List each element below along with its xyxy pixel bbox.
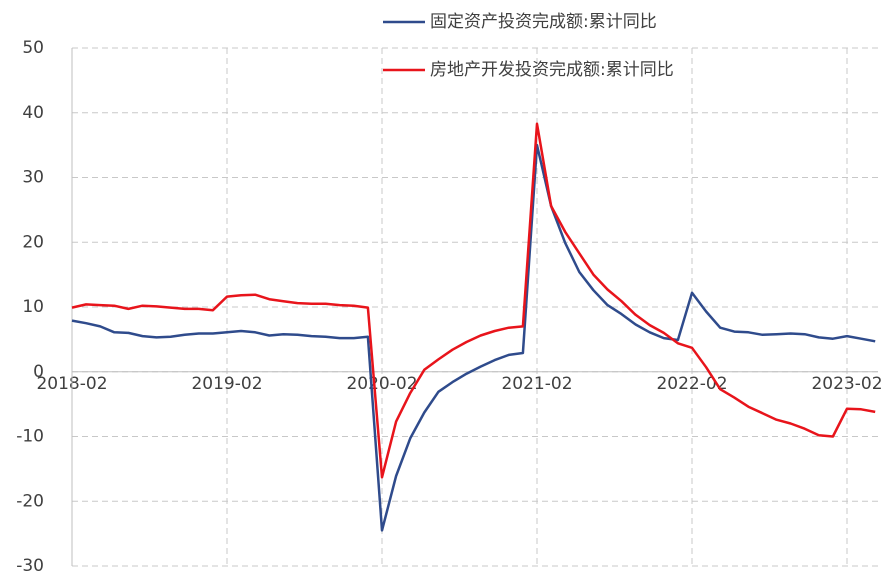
x-tick-label: 2022-02 — [656, 374, 727, 394]
y-tick-label: 0 — [33, 362, 44, 382]
series-line — [71, 122, 876, 479]
y-tick-label: 10 — [22, 297, 44, 317]
y-tick-label: -10 — [16, 427, 44, 447]
y-tick-label: -30 — [16, 556, 44, 574]
legend-label: 固定资产投资完成额:累计同比 — [430, 12, 657, 32]
x-tick-label: 2021-02 — [501, 374, 572, 394]
y-tick-label: 50 — [22, 38, 44, 58]
y-tick-label: -20 — [16, 491, 44, 511]
x-tick-label: 2019-02 — [191, 374, 262, 394]
x-tick-label: 2023-02 — [811, 374, 882, 394]
y-tick-label: 30 — [22, 168, 44, 188]
series-line — [71, 143, 876, 532]
legend-label: 房地产开发投资完成额:累计同比 — [430, 60, 674, 80]
y-tick-label: 40 — [22, 103, 44, 123]
y-tick-label: 20 — [22, 232, 44, 252]
x-tick-label: 2020-02 — [346, 374, 417, 394]
